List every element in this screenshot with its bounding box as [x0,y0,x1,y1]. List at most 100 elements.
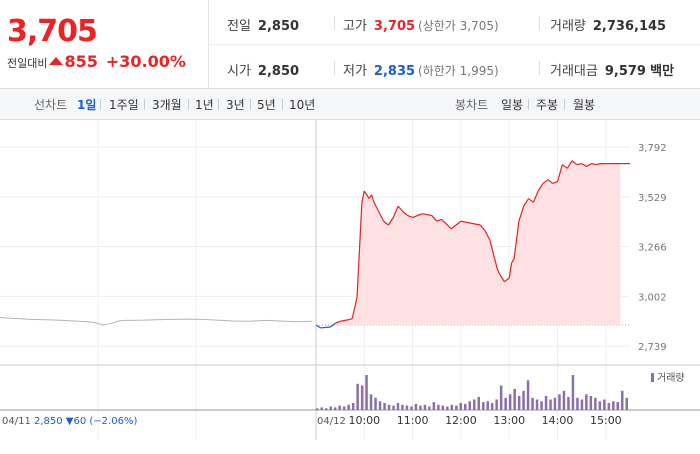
tab-daily[interactable]: 일봉 [501,96,523,113]
volume-bar [500,386,503,411]
volume-bar [590,396,593,410]
prev-close-label: 2,850 ▼60 (−2.06%) [34,416,137,427]
candle-chart-label: 봉차트 [455,96,488,113]
change-amount: 855 [64,52,97,71]
current-price: 3,705 [7,14,97,49]
volume-bar [522,391,525,410]
volume-bar [365,375,368,410]
volume-bar [581,400,584,411]
tab-3y[interactable]: 3년 [226,96,245,113]
volume-bar [491,403,494,410]
divider [144,99,145,110]
tab-weekly[interactable]: 주봉 [536,96,558,113]
today-line-segment [316,325,321,328]
volume-bar [626,398,629,410]
volume-bar [540,401,543,410]
volume-bar [594,398,597,410]
divider [209,44,700,45]
x-tick-label: 11:00 [397,414,429,427]
volume-bar [401,405,404,410]
chart-tabs: 선차트 1일 1주일 3개월 1년 3년 5년 10년 봉차트 일봉 주봉 월봉 [0,89,700,120]
volume-bar [410,407,413,411]
tab-10y[interactable]: 10년 [289,96,315,113]
volume-bar [437,405,440,410]
volume-bar [338,406,341,410]
volume-bar [518,396,521,410]
volume-bar [531,398,534,410]
volume-bar [334,407,337,410]
volume-bar [388,405,391,410]
volume-legend: 거래량 [657,372,685,384]
change-label: 전일대비 [7,57,47,70]
volume-bar [599,401,602,410]
volume-bar [495,400,498,411]
volume-bar [513,389,516,410]
volume-bar [478,397,481,410]
volume-bar [603,400,606,411]
price-change: 전일대비 855 +30.00% [7,52,186,71]
x-tick-label: 12:00 [445,414,477,427]
y-tick-label: 3,002 [638,292,667,303]
volume-bar [330,407,333,411]
y-tick-label: 2,739 [638,342,667,353]
volume-bar [374,398,377,410]
volume-bar [419,406,422,410]
volume-bar [572,375,575,410]
volume-bar [554,398,557,410]
divider [188,99,189,110]
today-area [316,161,620,325]
volume-bar [460,403,463,410]
divider [564,99,565,110]
divider [250,99,251,110]
volume-bar [361,386,364,411]
volume-bar [316,408,319,410]
volume-bar [392,406,395,410]
volume-bar [558,394,561,410]
volume-bar [406,406,409,410]
divider [218,99,219,110]
x-tick-label: 10:00 [348,414,380,427]
volume-bar [527,380,530,410]
tab-1y[interactable]: 1년 [195,96,214,113]
volume-bar [504,398,507,410]
volume-bar [545,396,548,410]
divider [282,99,283,110]
x-tick-label: 14:00 [542,414,574,427]
divider [100,99,101,110]
tab-1w[interactable]: 1주일 [109,96,139,113]
divider [539,61,540,75]
volume-bar [549,400,552,411]
volume-bar [617,402,620,410]
volume-bar [442,406,445,410]
volume-bar [576,398,579,410]
y-tick-label: 3,529 [638,193,667,204]
volume-legend-swatch [651,373,654,382]
volume-bar [612,401,615,410]
volume-bar [379,401,382,410]
volume-bar [415,404,418,410]
tab-5y[interactable]: 5년 [257,96,276,113]
volume-bar [509,394,512,410]
volume-bar [621,391,624,410]
price-box: 3,705 전일대비 855 +30.00% [0,0,209,88]
volume-bar [352,403,355,410]
tab-monthly[interactable]: 월봉 [573,96,595,113]
volume-bar [347,405,350,410]
volume-bar [469,401,472,410]
volume-bar [487,401,490,410]
tab-3m[interactable]: 3개월 [152,96,182,113]
volume-bar [473,400,476,411]
y-tick-label: 3,792 [638,143,667,154]
today-line-segment [321,327,326,328]
volume-bar [585,394,588,410]
change-percent: +30.00% [106,52,186,71]
tab-1d[interactable]: 1일 [77,96,96,113]
volume-bar [464,404,467,410]
divider [539,16,540,30]
y-tick-label: 3,266 [638,243,667,254]
